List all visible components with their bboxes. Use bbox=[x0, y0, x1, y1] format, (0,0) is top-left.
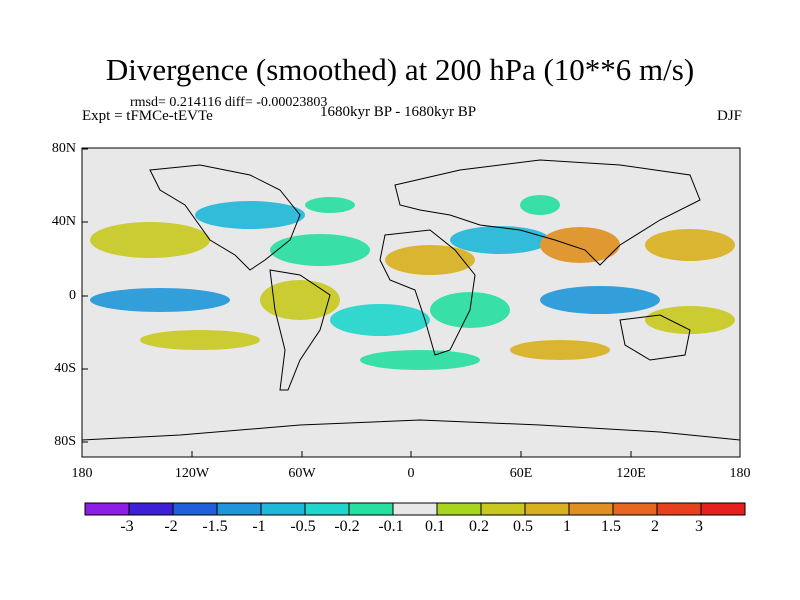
colorbar-label: 0.1 bbox=[425, 518, 445, 535]
colorbar-label: -0.2 bbox=[334, 518, 360, 535]
colorbar-swatch bbox=[84, 502, 130, 516]
x-tick-label: 60E bbox=[509, 466, 533, 481]
colorbar-swatch bbox=[172, 502, 218, 516]
colorbar-swatch bbox=[216, 502, 262, 516]
plot-title: Divergence (smoothed) at 200 hPa (10**6 … bbox=[105, 52, 695, 87]
y-tick-label: 80N bbox=[51, 141, 76, 156]
x-tick-label: 60W bbox=[288, 466, 316, 481]
colorbar-swatch bbox=[480, 502, 526, 516]
anomaly-blob bbox=[385, 245, 475, 275]
colorbar-label: -2 bbox=[164, 518, 178, 535]
colorbar bbox=[84, 502, 746, 516]
coastline-north-america bbox=[149, 164, 301, 271]
anomaly-blob bbox=[260, 280, 340, 320]
colorbar-swatch bbox=[260, 502, 306, 516]
x-tick-label: 180 bbox=[729, 466, 751, 481]
colorbar-swatch bbox=[436, 502, 482, 516]
anomaly-blob bbox=[540, 227, 620, 263]
colorbar-swatch bbox=[304, 502, 350, 516]
x-tick-label: 120W bbox=[174, 466, 210, 481]
y-tick-label: 80S bbox=[54, 434, 76, 449]
colorbar-label: -3 bbox=[120, 518, 134, 535]
anomaly-blob bbox=[270, 234, 370, 266]
period-label: 1680kyr BP - 1680kyr BP bbox=[320, 104, 477, 120]
season-label: DJF bbox=[716, 108, 742, 124]
colorbar-label: 2 bbox=[651, 518, 659, 535]
colorbar-swatch bbox=[656, 502, 702, 516]
anomaly-field bbox=[90, 195, 735, 370]
anomaly-blob bbox=[330, 304, 430, 336]
x-tick-label: 0 bbox=[407, 466, 415, 481]
coastline-australia bbox=[619, 314, 691, 361]
coastline-eurasia bbox=[394, 159, 701, 266]
anomaly-blob bbox=[450, 226, 550, 254]
x-tick-label: 120E bbox=[616, 466, 646, 481]
anomaly-blob bbox=[360, 350, 480, 370]
anomaly-blob bbox=[305, 197, 355, 213]
coastline-south-america bbox=[269, 269, 331, 391]
coastlines bbox=[81, 159, 741, 441]
colorbar-label: -1.5 bbox=[202, 518, 228, 535]
colorbar-swatch bbox=[612, 502, 658, 516]
y-tick-label: 40N bbox=[51, 214, 76, 229]
stats-line: rmsd= 0.214116 diff= -0.00023803 bbox=[130, 95, 328, 110]
colorbar-swatch bbox=[348, 502, 394, 516]
colorbar-swatch bbox=[700, 502, 746, 516]
anomaly-blob bbox=[90, 222, 210, 258]
anomaly-blob bbox=[510, 340, 610, 360]
colorbar-swatch bbox=[568, 502, 614, 516]
y-tick-label: 40S bbox=[54, 361, 76, 376]
tick-marks bbox=[82, 148, 632, 457]
y-tick-label: 0 bbox=[69, 288, 76, 303]
anomaly-blob bbox=[195, 201, 305, 229]
coastline-antarctica bbox=[81, 419, 741, 441]
anomaly-blob bbox=[140, 330, 260, 350]
anomaly-blob bbox=[90, 288, 230, 312]
colorbar-label: 0.5 bbox=[513, 518, 533, 535]
coastline-africa bbox=[379, 229, 476, 356]
colorbar-label: -0.1 bbox=[378, 518, 404, 535]
anomaly-blob bbox=[540, 286, 660, 314]
x-tick-label: 180 bbox=[71, 466, 93, 481]
colorbar-label: 0.2 bbox=[469, 518, 489, 535]
experiment-label: Expt = tFMCe-tEVTe bbox=[82, 108, 213, 124]
colorbar-label: 1.5 bbox=[601, 518, 621, 535]
colorbar-label: 1 bbox=[563, 518, 571, 535]
colorbar-label: 3 bbox=[695, 518, 703, 535]
anomaly-blob bbox=[645, 306, 735, 334]
colorbar-label: -1 bbox=[252, 518, 266, 535]
colorbar-swatch bbox=[524, 502, 570, 516]
colorbar-swatch bbox=[392, 502, 438, 516]
anomaly-blob bbox=[645, 229, 735, 261]
anomaly-blob bbox=[520, 195, 560, 215]
colorbar-label: -0.5 bbox=[290, 518, 316, 535]
colorbar-swatch bbox=[128, 502, 174, 516]
